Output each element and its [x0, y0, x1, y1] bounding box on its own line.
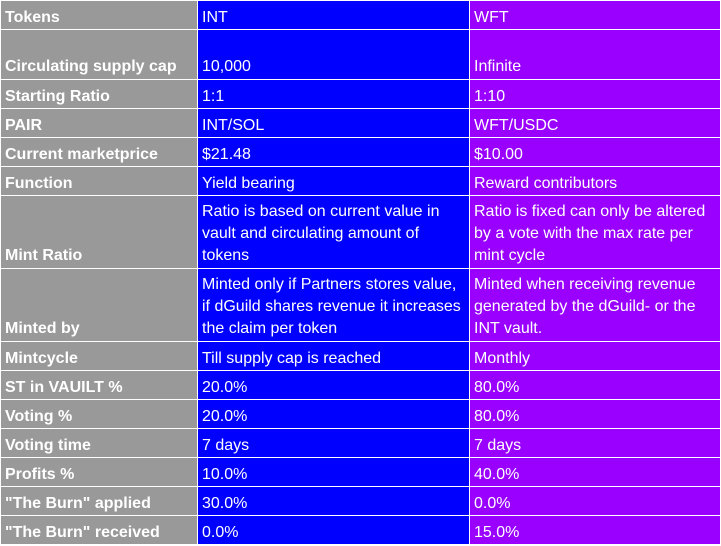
row-label-cell: "The Burn" applied — [0, 486, 198, 516]
wft-value-cell: $10.00 — [469, 137, 721, 167]
table-row: Voting time 7 days 7 days — [0, 428, 721, 458]
table-row: Minted by Minted only if Partners stores… — [0, 268, 721, 342]
table-row: "The Burn" received 0.0% 15.0% — [0, 515, 721, 545]
row-label-cell: Circulating supply cap — [0, 29, 198, 80]
table-row: Voting % 20.0% 80.0% — [0, 399, 721, 429]
header-label-cell: Tokens — [0, 0, 198, 30]
int-value-cell: Till supply cap is reached — [197, 341, 470, 371]
table-row: Mint Ratio Ratio is based on current val… — [0, 195, 721, 269]
wft-value-cell: WFT/USDC — [469, 108, 721, 138]
int-value-cell: 1:1 — [197, 79, 470, 109]
table-row: Function Yield bearing Reward contributo… — [0, 166, 721, 196]
int-value-cell: Yield bearing — [197, 166, 470, 196]
wft-value-cell: 40.0% — [469, 457, 721, 487]
row-label-cell: Current marketprice — [0, 137, 198, 167]
int-value-cell: 10.0% — [197, 457, 470, 487]
wft-value-cell: 0.0% — [469, 486, 721, 516]
table-row: PAIR INT/SOL WFT/USDC — [0, 108, 721, 138]
row-label-cell: "The Burn" received — [0, 515, 198, 545]
table-row: "The Burn" applied 30.0% 0.0% — [0, 486, 721, 516]
row-label-cell: Starting Ratio — [0, 79, 198, 109]
row-label-cell: Mint Ratio — [0, 195, 198, 269]
int-value-cell: 0.0% — [197, 515, 470, 545]
row-label-cell: Mintcycle — [0, 341, 198, 371]
header-wft-cell: WFT — [469, 0, 721, 30]
row-label-cell: Voting time — [0, 428, 198, 458]
int-value-cell: 20.0% — [197, 370, 470, 400]
int-value-cell: 20.0% — [197, 399, 470, 429]
table-row: Mintcycle Till supply cap is reached Mon… — [0, 341, 721, 371]
table-row: Profits % 10.0% 40.0% — [0, 457, 721, 487]
table-row: Starting Ratio 1:1 1:10 — [0, 79, 721, 109]
int-value-cell: 10,000 — [197, 29, 470, 80]
wft-value-cell: 80.0% — [469, 399, 721, 429]
table-row: Circulating supply cap 10,000 Infinite — [0, 29, 721, 80]
int-value-cell: 7 days — [197, 428, 470, 458]
row-label-cell: ST in VAUILT % — [0, 370, 198, 400]
int-value-cell: 30.0% — [197, 486, 470, 516]
wft-value-cell: 1:10 — [469, 79, 721, 109]
wft-value-cell: 15.0% — [469, 515, 721, 545]
row-label-cell: Function — [0, 166, 198, 196]
wft-value-cell: Reward contributors — [469, 166, 721, 196]
header-row: Tokens INT WFT — [0, 0, 721, 30]
row-label-cell: Voting % — [0, 399, 198, 429]
table-row: Current marketprice $21.48 $10.00 — [0, 137, 721, 167]
wft-value-cell: Ratio is fixed can only be altered by a … — [469, 195, 721, 269]
wft-value-cell: Infinite — [469, 29, 721, 80]
wft-value-cell: 80.0% — [469, 370, 721, 400]
row-label-cell: Minted by — [0, 268, 198, 342]
int-value-cell: INT/SOL — [197, 108, 470, 138]
header-int-cell: INT — [197, 0, 470, 30]
wft-value-cell: Monthly — [469, 341, 721, 371]
row-label-cell: PAIR — [0, 108, 198, 138]
int-value-cell: $21.48 — [197, 137, 470, 167]
table-row: ST in VAUILT % 20.0% 80.0% — [0, 370, 721, 400]
int-value-cell: Minted only if Partners stores value, if… — [197, 268, 470, 342]
row-label-cell: Profits % — [0, 457, 198, 487]
wft-value-cell: 7 days — [469, 428, 721, 458]
int-value-cell: Ratio is based on current value in vault… — [197, 195, 470, 269]
wft-value-cell: Minted when receiving revenue generated … — [469, 268, 721, 342]
